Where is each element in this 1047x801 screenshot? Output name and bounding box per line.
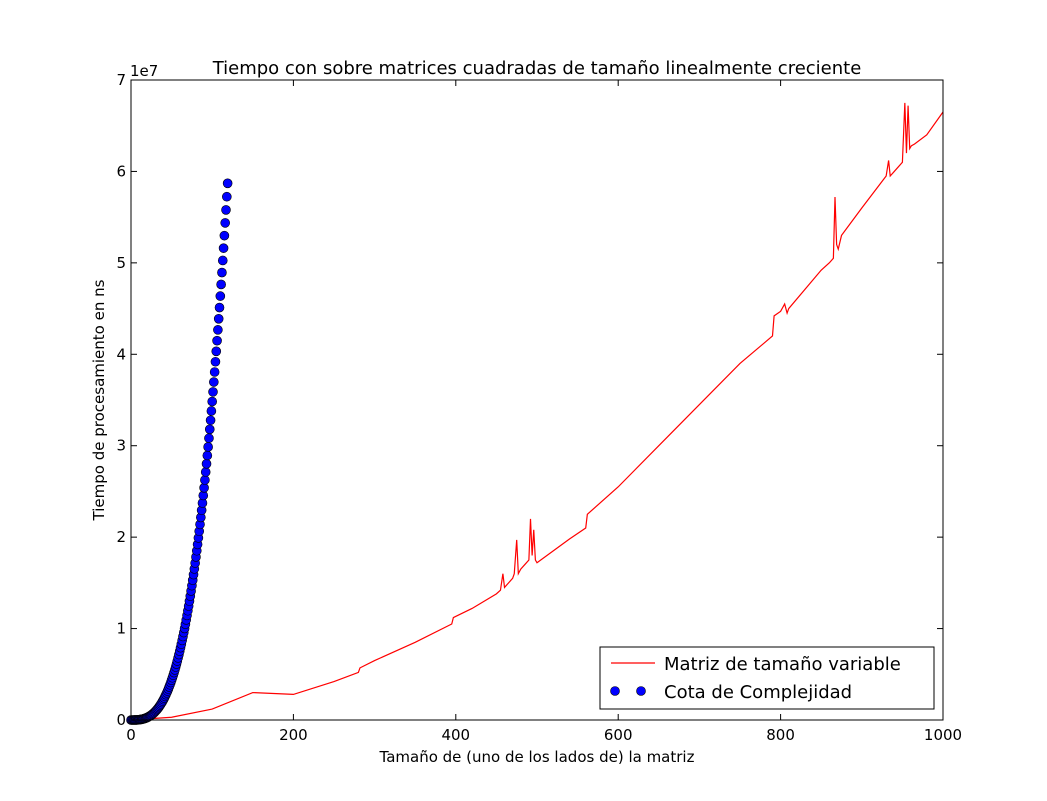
y-axis-label: Tiempo de procesamiento en ns bbox=[90, 279, 108, 521]
series-point-cota bbox=[220, 218, 230, 228]
x-tick-label: 1000 bbox=[924, 726, 962, 744]
legend-marker-swatch bbox=[610, 686, 620, 696]
y-tick-label: 6 bbox=[116, 162, 126, 180]
series-point-cota bbox=[219, 230, 230, 241]
series-point-cota bbox=[211, 346, 222, 357]
legend: Matriz de tamaño variable Cota de Comple… bbox=[599, 646, 935, 710]
y-tick-label: 7 bbox=[116, 71, 126, 89]
series-point-cota bbox=[218, 243, 229, 253]
series-point-cota bbox=[210, 356, 221, 367]
series-point-cota bbox=[213, 314, 224, 324]
y-tick-label: 0 bbox=[116, 711, 126, 729]
series-point-cota bbox=[209, 377, 219, 387]
legend-marker-swatch bbox=[636, 686, 646, 696]
y-offset-label: 1e7 bbox=[130, 62, 158, 80]
x-tick-label: 200 bbox=[279, 726, 308, 744]
x-tick-label: 0 bbox=[126, 726, 136, 744]
series-point-cota bbox=[216, 279, 226, 290]
series-point-cota bbox=[217, 267, 227, 278]
series-point-cota bbox=[201, 459, 212, 469]
y-tick-label: 4 bbox=[116, 345, 126, 363]
y-tick-label: 3 bbox=[116, 437, 126, 455]
series-point-cota bbox=[222, 191, 232, 202]
legend-label-markers: Cota de Complejidad bbox=[664, 682, 852, 703]
x-tick-label: 400 bbox=[441, 726, 470, 744]
x-tick-label: 800 bbox=[766, 726, 795, 744]
series-point-cota bbox=[200, 467, 211, 477]
series-point-cota bbox=[207, 396, 217, 407]
series-point-cota bbox=[205, 415, 216, 426]
plot-area bbox=[126, 102, 944, 725]
series-point-cota bbox=[204, 433, 214, 444]
y-tick-label: 5 bbox=[116, 254, 126, 272]
legend-label-line: Matriz de tamaño variable bbox=[664, 654, 901, 675]
series-point-cota bbox=[202, 450, 213, 461]
series-point-cota bbox=[203, 442, 213, 452]
series-point-cota bbox=[213, 325, 223, 335]
series-point-cota bbox=[204, 424, 215, 435]
x-axis-label: Tamaño de (uno de los lados de) la matri… bbox=[379, 748, 695, 766]
series-point-cota bbox=[206, 406, 217, 416]
y-tick-label: 1 bbox=[116, 620, 126, 638]
y-tick-label: 2 bbox=[116, 528, 126, 546]
series-point-cota bbox=[221, 205, 231, 215]
series-point-cota bbox=[212, 335, 222, 346]
series-point-cota bbox=[209, 367, 220, 377]
series-point-cota bbox=[222, 178, 233, 189]
series-point-cota bbox=[208, 387, 218, 397]
series-point-cota bbox=[217, 255, 228, 266]
plot-frame bbox=[130, 79, 944, 721]
legend-box bbox=[599, 646, 935, 710]
series-point-cota bbox=[200, 475, 210, 485]
x-tick-label: 600 bbox=[604, 726, 633, 744]
series-point-cota bbox=[214, 302, 225, 313]
series-point-cota bbox=[215, 291, 226, 301]
chart-title: Tiempo con sobre matrices cuadradas de t… bbox=[212, 58, 862, 79]
series-line-matriz bbox=[130, 102, 944, 721]
axis-ticks: 0 200 400 600 800 1000 0 1 2 3 4 5 6 7 bbox=[116, 71, 962, 744]
